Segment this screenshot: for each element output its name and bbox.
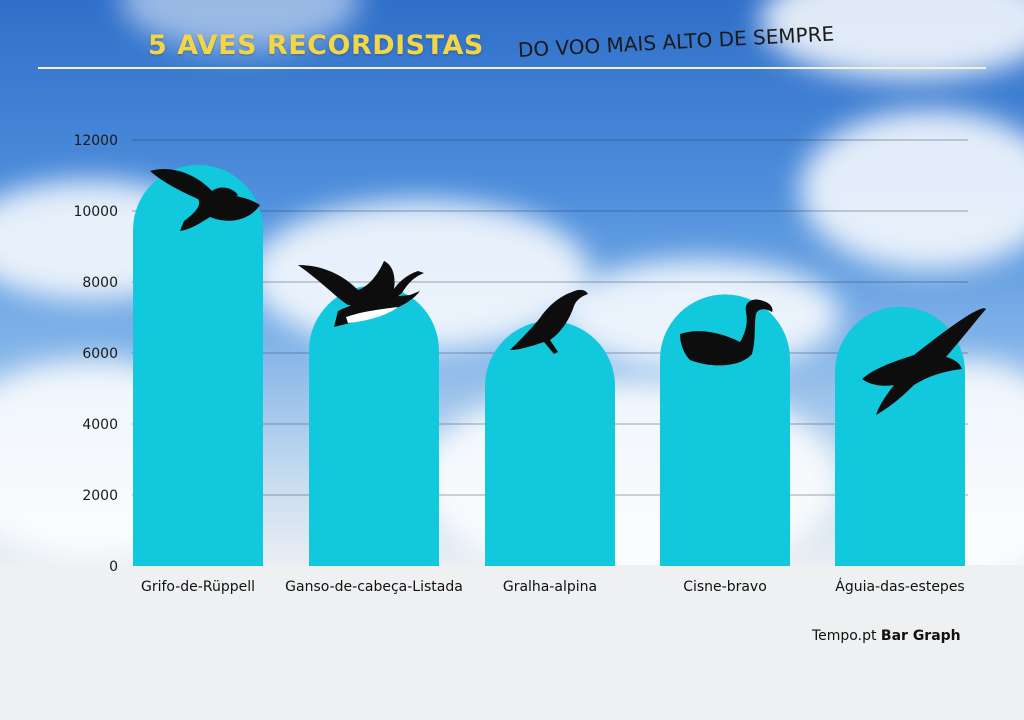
x-tick-label: Ganso-de-cabeça-Listada [285, 579, 463, 595]
swan-icon [680, 299, 773, 366]
x-tick-label: Grifo-de-Rüppell [141, 579, 255, 595]
bar [660, 294, 790, 566]
eagle-icon [862, 308, 986, 415]
x-tick-label: Águia-das-estepes [835, 578, 964, 595]
bar [309, 285, 439, 566]
chough-icon [510, 289, 588, 354]
title-text: 5 AVES RECORDISTAS [148, 30, 484, 61]
bar [133, 164, 263, 566]
vulture-icon [150, 169, 260, 231]
y-tick-label: 8000 [82, 275, 118, 291]
y-tick-label: 4000 [82, 417, 118, 433]
goose-icon [298, 261, 424, 327]
y-tick-label: 12000 [73, 133, 118, 149]
chart-title: 5 AVES RECORDISTAS [148, 30, 484, 61]
footer-source: Tempo.pt [812, 628, 877, 644]
y-tick-label: 0 [109, 559, 118, 575]
x-tick-label: Gralha-alpina [503, 579, 597, 595]
footer-credit: Tempo.pt Bar Graph [812, 628, 961, 644]
y-tick-label: 6000 [82, 346, 118, 362]
title-divider [38, 67, 986, 69]
bar [485, 321, 615, 566]
y-tick-label: 2000 [82, 488, 118, 504]
x-tick-label: Cisne-bravo [683, 579, 767, 595]
y-tick-label: 10000 [73, 204, 118, 220]
footer-brand: Bar Graph [880, 628, 961, 644]
